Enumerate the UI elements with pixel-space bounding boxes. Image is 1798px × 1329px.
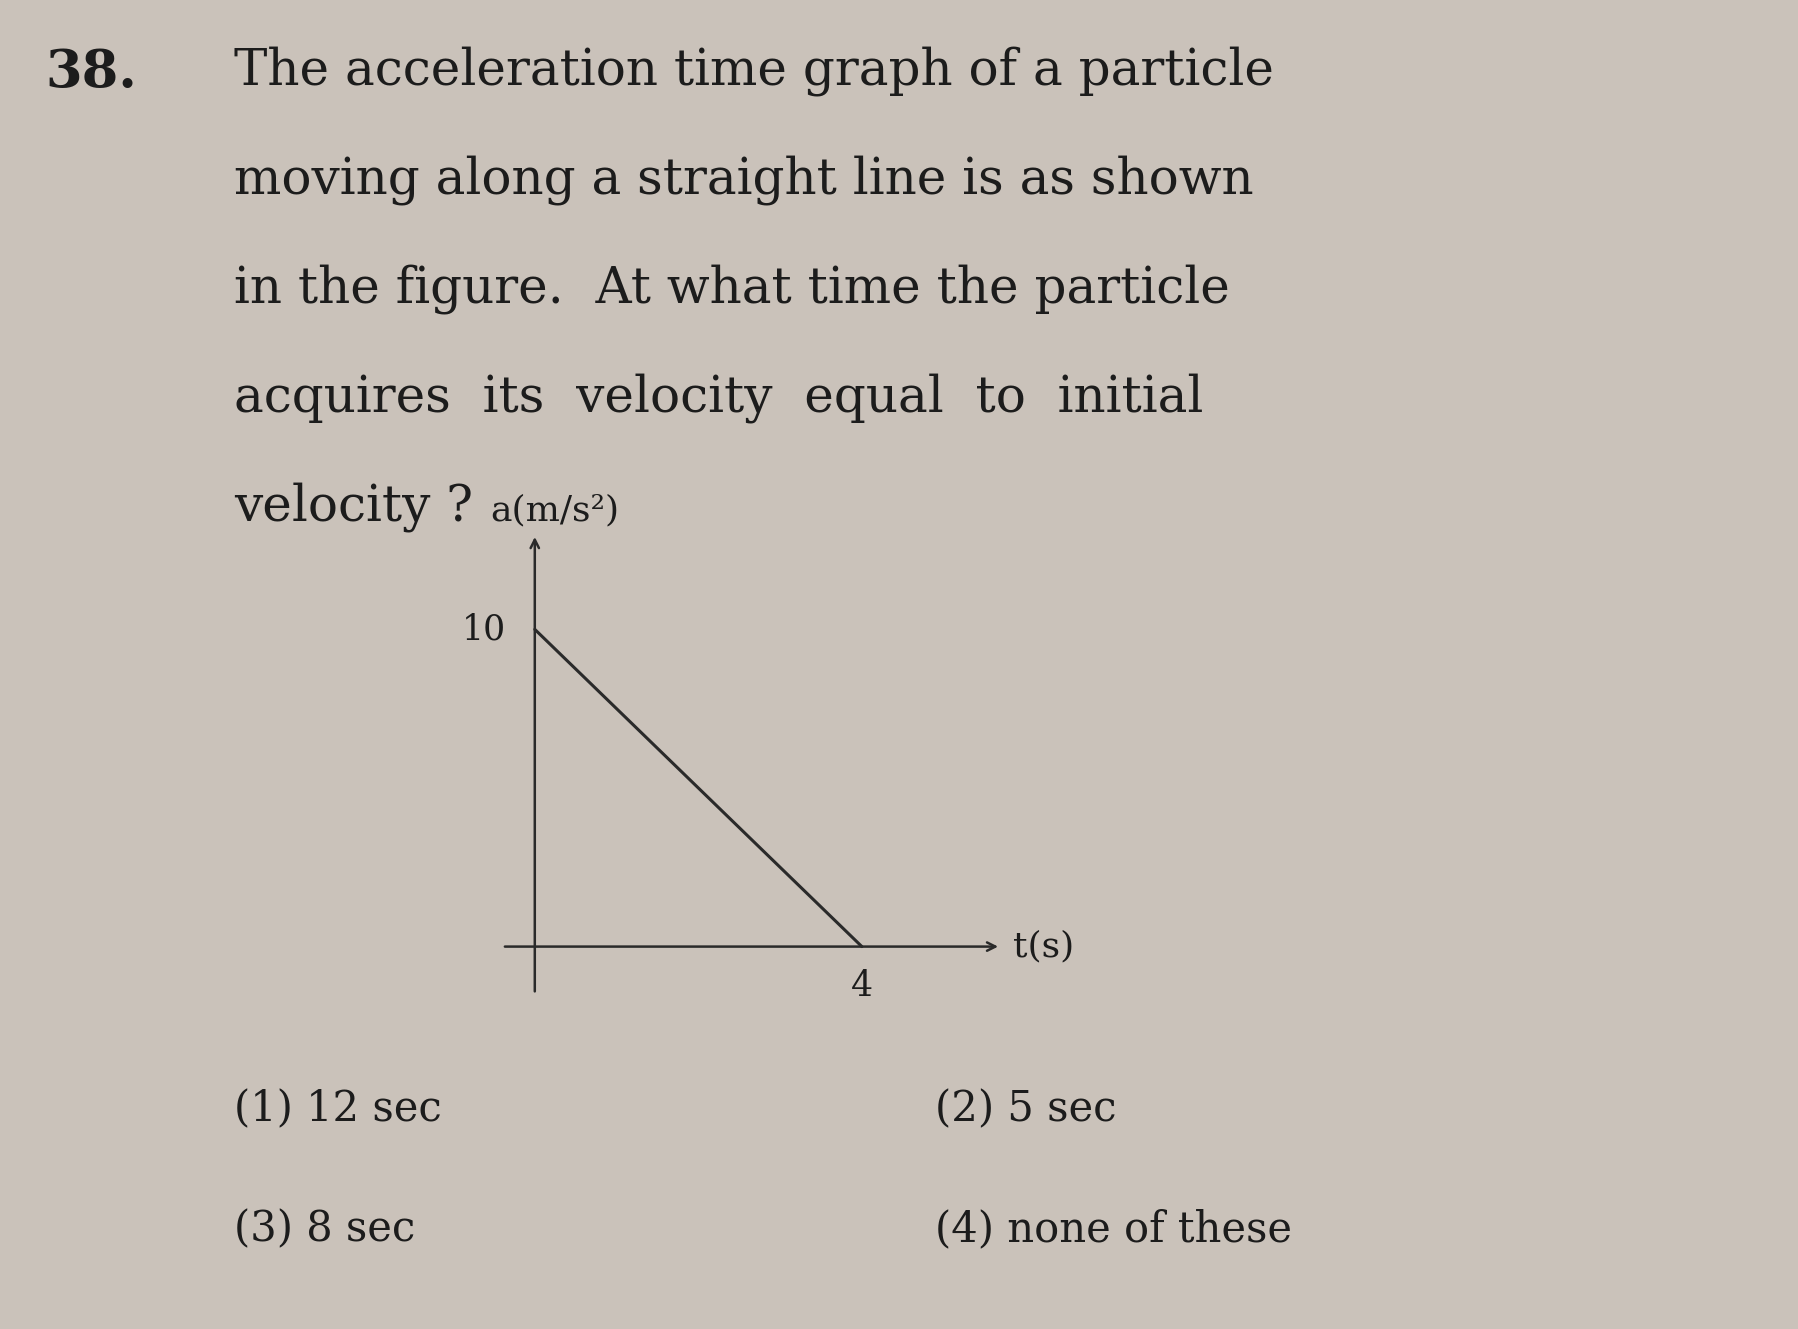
Text: in the figure.  At what time the particle: in the figure. At what time the particle — [234, 264, 1230, 315]
Text: (2) 5 sec: (2) 5 sec — [935, 1088, 1117, 1131]
Text: t(s): t(s) — [1012, 929, 1073, 964]
Text: moving along a straight line is as shown: moving along a straight line is as shown — [234, 155, 1253, 206]
Text: 38.: 38. — [45, 47, 137, 97]
Text: a(m/s²): a(m/s²) — [489, 494, 619, 528]
Text: (1) 12 sec: (1) 12 sec — [234, 1088, 441, 1131]
Text: 4: 4 — [850, 969, 872, 1003]
Text: acquires  its  velocity  equal  to  initial: acquires its velocity equal to initial — [234, 373, 1203, 424]
Text: (3) 8 sec: (3) 8 sec — [234, 1208, 415, 1251]
Text: (4) none of these: (4) none of these — [935, 1208, 1291, 1251]
Text: The acceleration time graph of a particle: The acceleration time graph of a particl… — [234, 47, 1273, 97]
Text: 10: 10 — [462, 613, 505, 646]
Text: velocity ?: velocity ? — [234, 482, 473, 533]
